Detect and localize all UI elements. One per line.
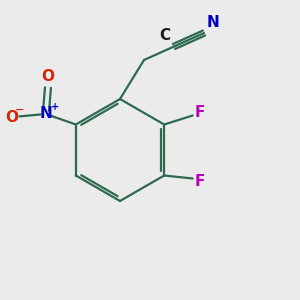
- Text: C: C: [159, 28, 170, 43]
- Text: N: N: [40, 106, 52, 122]
- Text: N: N: [207, 15, 220, 30]
- Text: F: F: [195, 105, 206, 120]
- Text: F: F: [195, 174, 206, 189]
- Text: +: +: [51, 101, 59, 112]
- Text: −: −: [15, 104, 24, 115]
- Text: O: O: [5, 110, 18, 124]
- Text: O: O: [42, 69, 55, 84]
